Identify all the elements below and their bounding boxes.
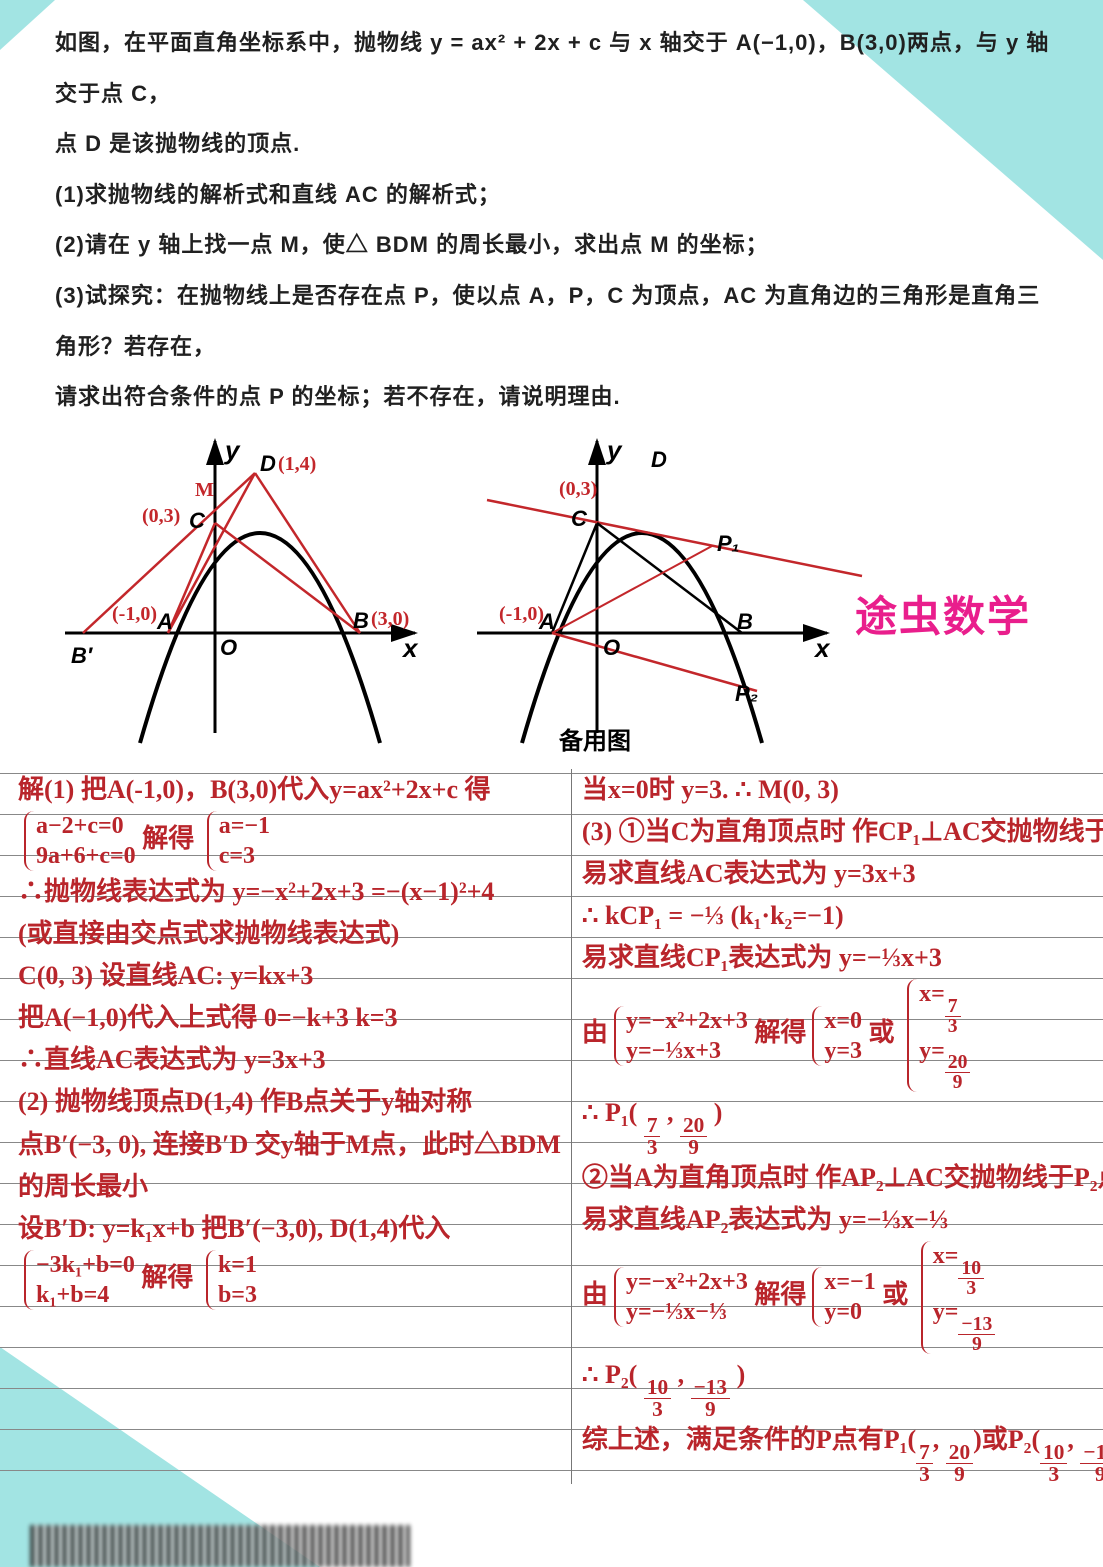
solution-line: 综上述，满足条件的P点有P₁(73, 209)或P₂(103, −139) [582, 1419, 1103, 1484]
left-Bprime: B′ [71, 643, 92, 669]
problem-q2: (2)请在 y 轴上找一点 M，使△ BDM 的周长最小，求出点 M 的坐标； [55, 220, 1063, 271]
solution-line: ∴ kCP₁ = −⅓ (k₁·k₂=−1) [582, 895, 1103, 937]
problem-q1: (1)求抛物线的解析式和直线 AC 的解析式； [55, 170, 1063, 221]
figure-right-svg [467, 433, 867, 753]
solution-line: 易求直线CP₁表达式为 y=−⅓x+3 [582, 937, 1103, 979]
right-anno-C: (0,3) [559, 478, 597, 501]
problem-area: 如图，在平面直角坐标系中，抛物线 y = ax² + 2x + c 与 x 轴交… [0, 0, 1103, 763]
solution-right-column: 当x=0时 y=3. ∴ M(0, 3)(3) ①当C为直角顶点时 作CP₁⊥A… [582, 769, 1103, 1484]
left-anno-B: (3,0) [371, 608, 409, 631]
right-P1: P₁ [717, 531, 739, 557]
problem-text: 如图，在平面直角坐标系中，抛物线 y = ax² + 2x + c 与 x 轴交… [55, 18, 1063, 423]
figure-caption: 备用图 [559, 721, 631, 756]
problem-stem: 如图，在平面直角坐标系中，抛物线 y = ax² + 2x + c 与 x 轴交… [55, 18, 1063, 119]
left-anno-M: M [195, 479, 214, 502]
solution-line: (或直接由交点式求抛物线表达式) [18, 913, 561, 955]
left-O: O [220, 635, 237, 661]
figure-right: y x O A B C D P₁ P₂ (-1,0) (0,3) 备用图 [467, 433, 867, 753]
left-B: B [353, 608, 369, 634]
solution-line: (3) ①当C为直角顶点时 作CP₁⊥AC交抛物线于P₁点 [582, 811, 1103, 853]
left-axis-y: y [225, 435, 239, 466]
solution-line: 把A(−1,0)代入上式得 0=−k+3 k=3 [18, 997, 561, 1039]
problem-q3b: 请求出符合条件的点 P 的坐标；若不存在，请说明理由. [55, 372, 1063, 423]
solution-line: ②当A为直角顶点时 作AP₂⊥AC交抛物线于P₂点 [582, 1157, 1103, 1199]
column-separator [571, 769, 572, 1484]
watermark-text: 途虫数学 [855, 583, 1031, 644]
left-anno-A: (-1,0) [112, 603, 157, 626]
right-B: B [737, 609, 753, 635]
solution-line: 由y=−x²+2x+3y=−⅓x−⅓ 解得x=−1y=0 或 x=103y=−1… [582, 1241, 1103, 1353]
solution-line: 由y=−x²+2x+3y=−⅓x+3 解得x=0y=3 或 x=73y=209 [582, 979, 1103, 1091]
problem-stem2: 点 D 是该抛物线的顶点. [55, 119, 1063, 170]
right-P2: P₂ [735, 681, 758, 707]
solution-line: ∴直线AC表达式为 y=3x+3 [18, 1039, 561, 1081]
left-axis-x: x [403, 633, 417, 664]
solution-line: ∴抛物线表达式为 y=−x²+2x+3 =−(x−1)²+4 [18, 871, 561, 913]
left-anno-D: (1,4) [278, 453, 316, 476]
left-C: C [189, 508, 205, 534]
right-axis-y: y [607, 435, 621, 466]
solution-line: −3k₁+b=0k₁+b=4 解得 k=1b=3 [18, 1250, 561, 1310]
solution-line: ∴ P₁( 73 , 209 ) [582, 1092, 1103, 1157]
figure-left: y x O A B C D B′ (1,4) (0,3) (-1,0) (3,0… [55, 433, 455, 753]
solution-line: 解(1) 把A(-1,0)，B(3,0)代入y=ax²+2x+c 得 [18, 769, 561, 811]
solution-line: (2) 抛物线顶点D(1,4) 作B点关于y轴对称 [18, 1081, 561, 1123]
right-anno-A: (-1,0) [499, 603, 544, 626]
left-D: D [260, 451, 276, 477]
solution-line: 点B′(−3, 0), 连接B′D 交y轴于M点，此时△BDM [18, 1124, 561, 1166]
figure-left-svg [55, 433, 455, 753]
problem-q3: (3)试探究：在抛物线上是否存在点 P，使以点 A，P，C 为顶点，AC 为直角… [55, 271, 1063, 372]
right-D: D [651, 447, 667, 473]
solution-area: 解(1) 把A(-1,0)，B(3,0)代入y=ax²+2x+c 得a−2+c=… [0, 769, 1103, 1484]
solution-line: 易求直线AC表达式为 y=3x+3 [582, 853, 1103, 895]
solution-line: 的周长最小 [18, 1166, 561, 1208]
solution-line: C(0, 3) 设直线AC: y=kx+3 [18, 955, 561, 997]
solution-line: 易求直线AP₂表达式为 y=−⅓x−⅓ [582, 1199, 1103, 1241]
right-axis-x: x [815, 633, 829, 664]
solution-line: ∴ P₂( 103 , −139 ) [582, 1354, 1103, 1419]
solution-line: 当x=0时 y=3. ∴ M(0, 3) [582, 769, 1103, 811]
solution-line: 设B′D: y=k₁x+b 把B′(−3,0), D(1,4)代入 [18, 1208, 561, 1250]
right-O: O [603, 635, 620, 661]
right-C: C [571, 506, 587, 532]
solution-line: a−2+c=09a+6+c=0 解得 a=−1c=3 [18, 811, 561, 871]
left-anno-C: (0,3) [142, 505, 180, 528]
figures-row: y x O A B C D B′ (1,4) (0,3) (-1,0) (3,0… [55, 433, 1063, 753]
solution-left-column: 解(1) 把A(-1,0)，B(3,0)代入y=ax²+2x+c 得a−2+c=… [18, 769, 561, 1484]
blurred-footer-bar [30, 1525, 410, 1567]
left-A: A [157, 609, 173, 635]
